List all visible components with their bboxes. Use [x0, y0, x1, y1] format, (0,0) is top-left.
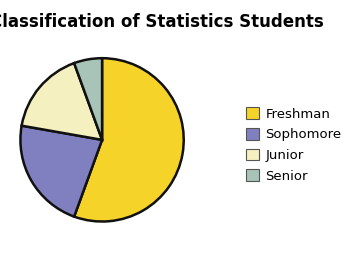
- Wedge shape: [74, 58, 184, 221]
- Legend: Freshman, Sophomore, Junior, Senior: Freshman, Sophomore, Junior, Senior: [241, 103, 345, 187]
- Wedge shape: [22, 63, 102, 140]
- Wedge shape: [20, 126, 102, 217]
- Text: Classification of Statistics Students: Classification of Statistics Students: [0, 13, 323, 31]
- Wedge shape: [74, 58, 102, 140]
